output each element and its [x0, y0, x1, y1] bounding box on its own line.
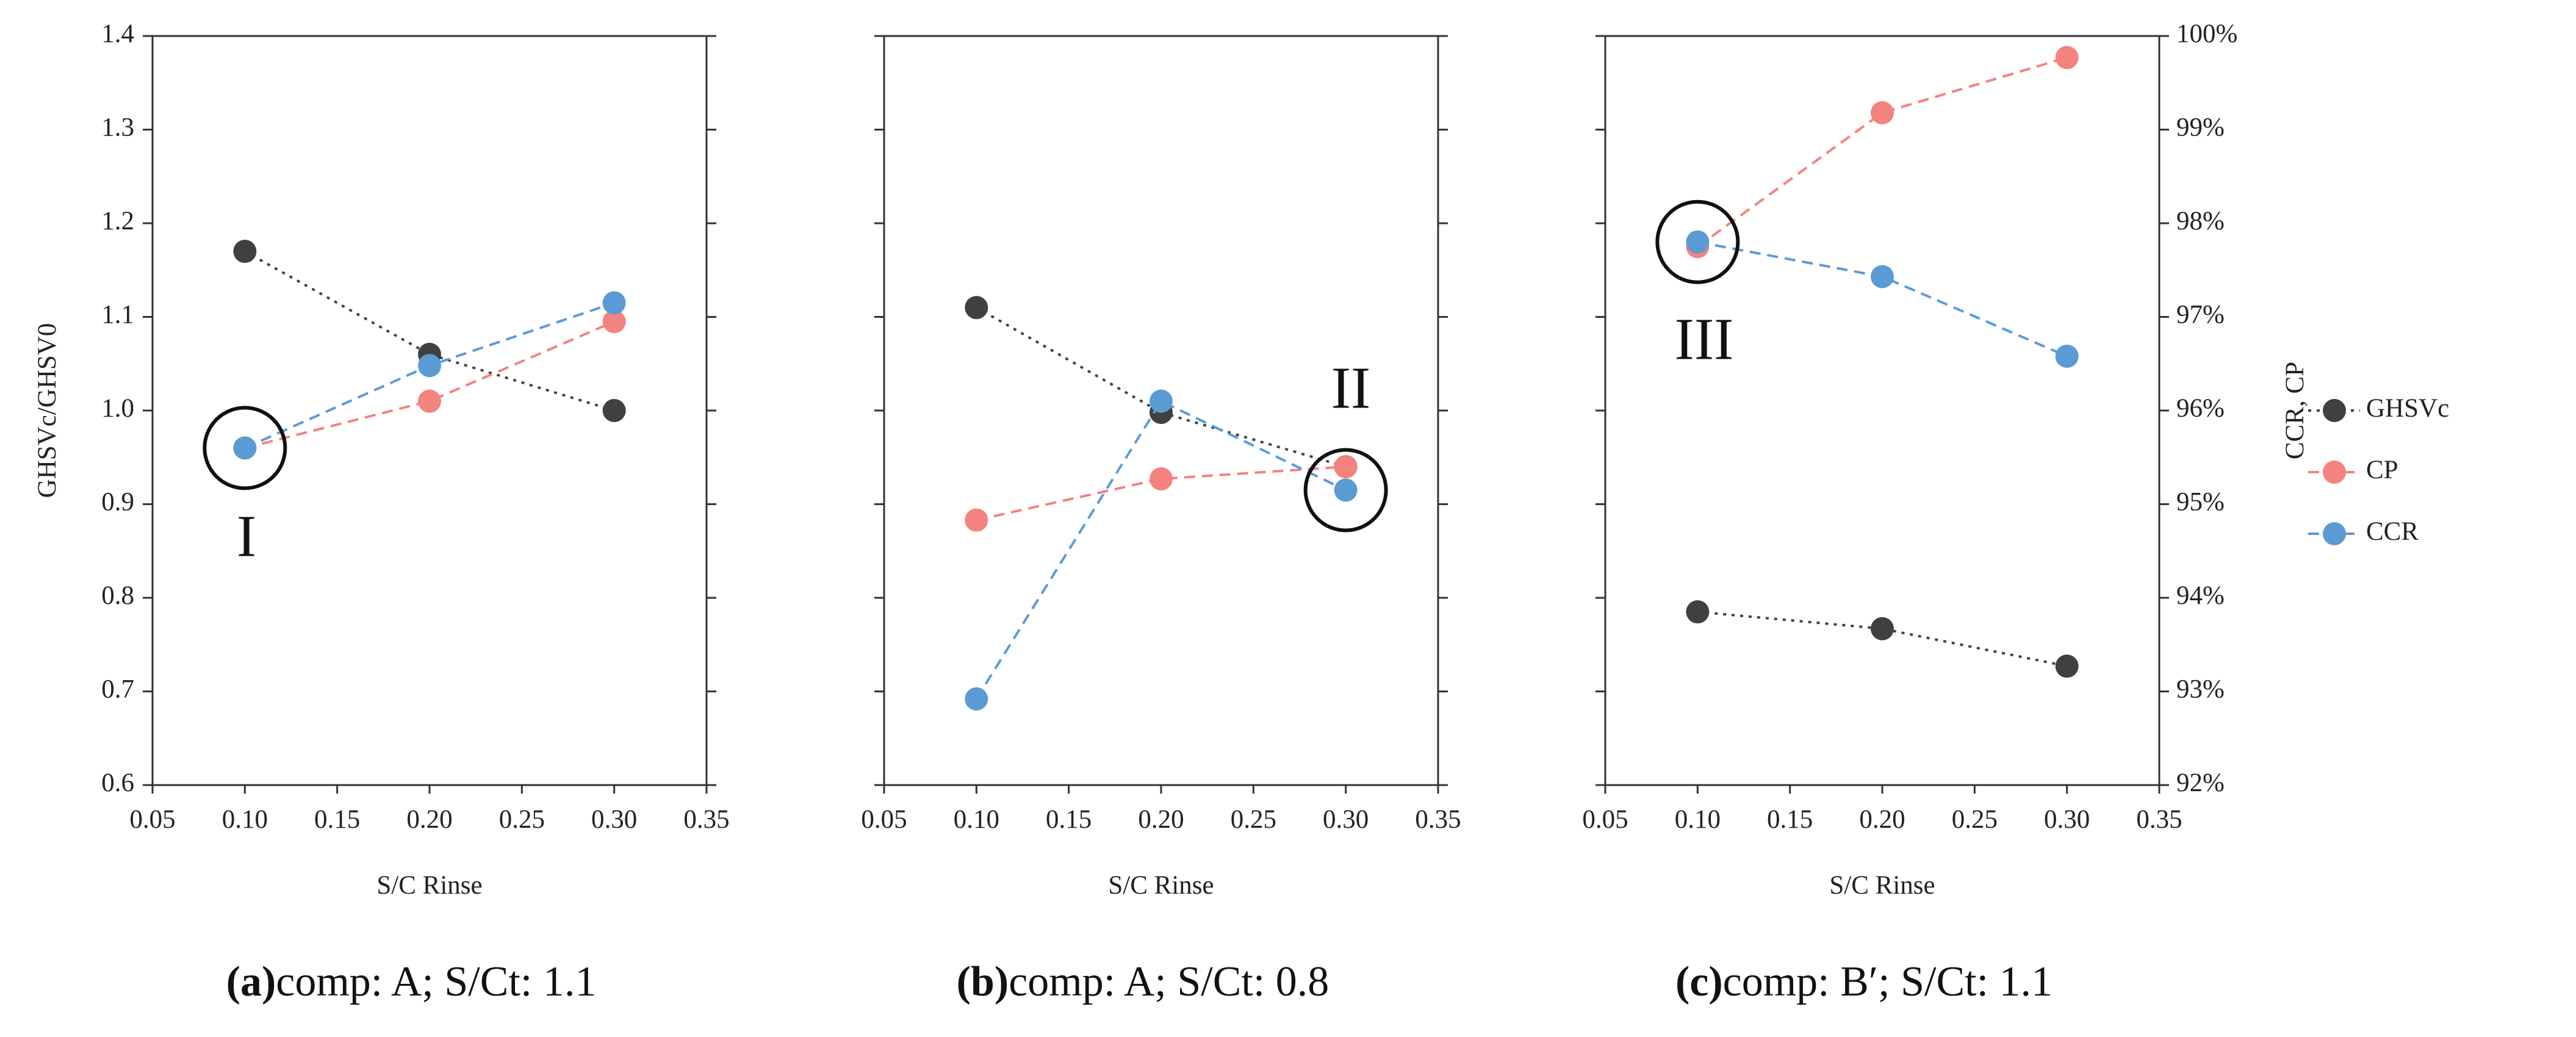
x-tick-label: 0.35	[1415, 805, 1461, 834]
annotation: I	[237, 503, 256, 569]
data-point	[1871, 617, 1894, 640]
y-tick-label: 1.0	[101, 394, 134, 423]
annotation-circle	[1655, 199, 1740, 284]
y2-tick-label: 94%	[2176, 581, 2225, 610]
x-tick-label: 0.25	[1952, 805, 1998, 834]
data-point	[1334, 455, 1358, 479]
x-tick-label: 0.05	[1582, 805, 1628, 834]
legend-marker	[2323, 399, 2346, 422]
data-point	[602, 291, 626, 315]
y-tick-label: 1.1	[101, 300, 134, 329]
y2-tick-label: 93%	[2176, 675, 2225, 703]
x-tick-label: 0.20	[1859, 805, 1905, 834]
y-axis-label: GHSVc/GHSV0	[33, 323, 62, 498]
data-point	[1149, 389, 1173, 413]
y-tick-label: 1.3	[101, 113, 134, 142]
legend-label: CP	[2366, 456, 2398, 484]
x-tick-label: 0.05	[861, 805, 907, 834]
data-point	[602, 310, 626, 334]
x-tick-label: 0.20	[1138, 805, 1184, 834]
caption-text: comp: A; S/Ct: 1.1	[276, 958, 596, 1005]
y2-axis-label: CCR, CP	[2281, 362, 2309, 459]
series-line	[244, 320, 615, 450]
x-axis-label: S/C Rinse	[1829, 871, 1935, 900]
data-point	[2055, 344, 2079, 368]
data-point	[1686, 230, 1710, 254]
caption: (b)comp: A; S/Ct: 0.8	[957, 958, 1329, 1005]
x-tick-label: 0.10	[954, 805, 999, 834]
x-tick-label: 0.20	[406, 805, 452, 834]
data-point	[233, 436, 257, 460]
x-tick-label: 0.15	[1046, 805, 1092, 834]
x-tick-label: 0.30	[591, 805, 637, 834]
x-tick-label: 0.10	[1675, 805, 1721, 834]
data-point	[1334, 478, 1358, 502]
data-point	[1149, 467, 1173, 491]
data-point	[965, 687, 988, 711]
caption: (c)comp: B′; S/Ct: 1.1	[1675, 958, 2053, 1005]
y2-tick-label: 100%	[2176, 20, 2237, 48]
y2-tick-label: 98%	[2176, 207, 2225, 235]
y2-tick-label: 92%	[2176, 769, 2225, 797]
annotation: III	[1675, 306, 1734, 371]
legend-marker	[2323, 522, 2346, 545]
x-tick-label: 0.35	[683, 805, 729, 834]
x-axis-label: S/C Rinse	[376, 871, 482, 900]
y2-tick-label: 97%	[2176, 300, 2225, 329]
y-tick-label: 0.8	[101, 581, 134, 610]
annotation: II	[1331, 355, 1371, 420]
y2-tick-label: 95%	[2176, 487, 2225, 516]
series-line	[1697, 56, 2068, 248]
y2-tick-label: 96%	[2176, 394, 2225, 423]
x-tick-label: 0.15	[314, 805, 360, 834]
data-point	[965, 508, 988, 532]
legend-label: GHSVc	[2366, 394, 2449, 423]
caption-label: (a)	[226, 958, 276, 1005]
caption-label: (b)	[957, 958, 1009, 1005]
series-line	[244, 250, 615, 412]
data-point	[233, 240, 257, 264]
caption-text: comp: A; S/Ct: 0.8	[1009, 958, 1329, 1005]
series-line	[976, 465, 1346, 522]
y-tick-label: 0.9	[101, 487, 134, 516]
series-line	[1697, 240, 2068, 357]
annotation-circle	[203, 406, 287, 490]
y2-tick-label: 99%	[2176, 113, 2225, 142]
x-tick-label: 0.25	[1231, 805, 1276, 834]
caption-label: (c)	[1675, 958, 1723, 1005]
caption: (a)comp: A; S/Ct: 1.1	[226, 958, 597, 1005]
series-line	[975, 400, 1347, 700]
data-point	[1871, 101, 1894, 124]
x-tick-label: 0.15	[1767, 805, 1813, 834]
x-tick-label: 0.25	[499, 805, 545, 834]
y-tick-label: 1.4	[101, 20, 134, 48]
y-tick-label: 0.7	[101, 675, 134, 703]
data-point	[602, 399, 626, 422]
caption-text: comp: B′; S/Ct: 1.1	[1723, 958, 2053, 1005]
x-tick-label: 0.30	[2044, 805, 2090, 834]
data-point	[1871, 265, 1894, 289]
data-point	[418, 389, 441, 413]
annotation-circle	[1303, 448, 1388, 533]
data-point	[1686, 600, 1710, 624]
x-axis-label: S/C Rinse	[1108, 871, 1214, 900]
x-tick-label: 0.35	[2136, 805, 2182, 834]
x-tick-label: 0.30	[1323, 805, 1369, 834]
data-point	[418, 354, 441, 378]
legend-marker	[2323, 461, 2346, 484]
series-line	[976, 306, 1347, 468]
series-line	[1697, 611, 2068, 668]
y-tick-label: 0.6	[101, 769, 134, 797]
data-point	[965, 296, 988, 320]
data-point	[2055, 46, 2079, 70]
y-tick-label: 1.2	[101, 207, 134, 235]
legend-label: CCR	[2366, 517, 2419, 546]
x-tick-label: 0.05	[129, 805, 175, 834]
x-tick-label: 0.10	[222, 805, 268, 834]
data-point	[2055, 655, 2079, 678]
